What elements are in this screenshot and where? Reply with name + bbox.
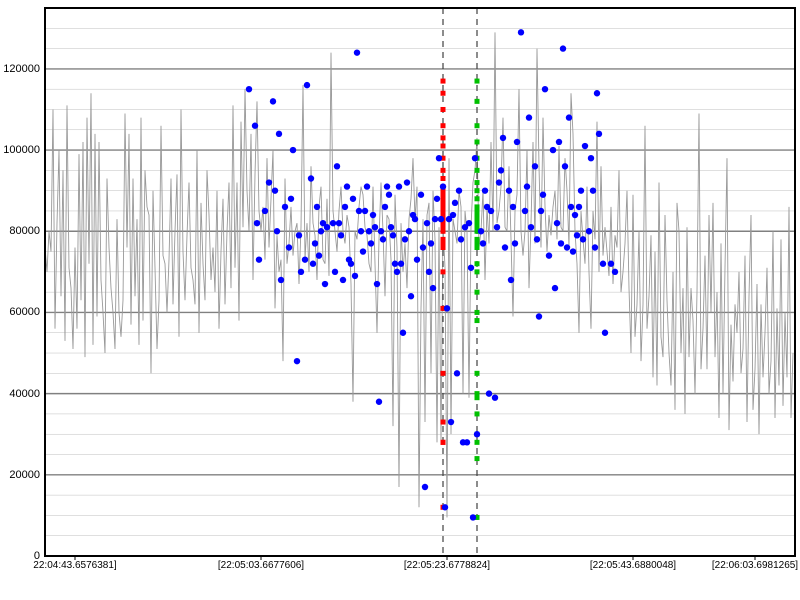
x-tick-label: [22:05:03.6677606] (218, 560, 304, 571)
x-tick-label: [22:05:23.6778824] (404, 560, 490, 571)
x-tick-label: 22:04:43.6576381] (33, 560, 116, 571)
y-tick-label: 120000 (0, 63, 40, 75)
y-tick-label: 60000 (0, 306, 40, 318)
y-tick-label: 80000 (0, 225, 40, 237)
x-tick-label: [22:06:03.6981265] (712, 560, 798, 571)
chart-svg (0, 0, 800, 600)
y-tick-label: 100000 (0, 144, 40, 156)
y-tick-label: 20000 (0, 469, 40, 481)
x-tick-label: [22:05:43.6880048] (590, 560, 676, 571)
y-tick-label: 40000 (0, 388, 40, 400)
time-series-scatter-chart: 02000040000600008000010000012000022:04:4… (0, 0, 800, 600)
